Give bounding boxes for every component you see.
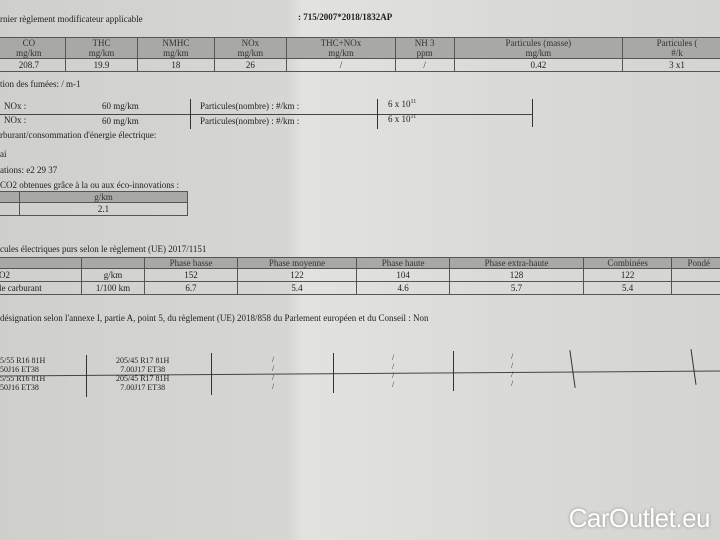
divider [86, 355, 87, 397]
cell [671, 268, 720, 282]
wltp-header-row: Phase basse Phase moyenne Phase haute Ph… [0, 257, 720, 269]
designation-text: désignation selon l'annexe I, partie A, … [0, 313, 429, 323]
co2-eco-value: 2.1 [19, 202, 188, 216]
row-label: le carburant [0, 281, 82, 295]
rde-nox-label: NOx : [4, 101, 27, 111]
value-thc-nox: / [286, 58, 396, 72]
divider [333, 353, 334, 393]
rde-nox-value-2: 60 mg/km [102, 116, 139, 126]
dash-marks: / / / / [392, 353, 395, 389]
col-combined: Combinées [582, 257, 673, 269]
header-regulation-number: : 715/2007*2018/1832AP [298, 12, 393, 22]
divider [569, 350, 576, 388]
wltp-table: Phase basse Phase moyenne Phase haute Ph… [0, 257, 720, 295]
rim-size: 50J16 ET38 [0, 365, 39, 374]
rde-particles-value: 6 x 1011 [388, 99, 417, 109]
divider [690, 349, 697, 385]
tyre-size: 5/55 R16 81H [0, 374, 46, 383]
rim-size: 7.00J17 ET38 [120, 383, 166, 392]
cell: 5.7 [449, 281, 584, 295]
col-nmhc: NMHC mg/km [137, 37, 215, 59]
rde-nox-value: 60 mg/km [102, 101, 139, 111]
value-nox: 26 [213, 58, 288, 72]
divider [190, 99, 191, 129]
col-unit [81, 257, 145, 269]
value-thc: 19.9 [64, 58, 139, 72]
fuel-heading: rburant/consommation d'énergie électriqu… [0, 130, 157, 140]
divider [453, 351, 454, 391]
cell: 4.6 [356, 281, 451, 295]
tyre-size: 205/45 R17 81H [116, 374, 170, 383]
value-particle-mass: 0.42 [453, 58, 624, 72]
rim-size: 7.00J17 ET38 [120, 365, 166, 374]
col-thc: THC mg/km [64, 37, 139, 59]
col-particle-number: Particules (#/k [622, 37, 720, 59]
tyre-size: 205/45 R17 81H [116, 356, 170, 365]
co2-eco-heading: CO2 obtenues grâce à la ou aux éco-innov… [0, 180, 179, 190]
watermark-logo: CarOutlet.eu [568, 503, 711, 533]
cell: 1/100 km [81, 281, 145, 295]
tyre-size: 5/55 R16 81H [0, 356, 46, 365]
col-phase-high: Phase haute [356, 257, 451, 269]
divider [0, 370, 720, 377]
emissions-header-row: CO mg/km THC mg/km NMHC mg/km NOx mg/km THC+… [0, 37, 720, 59]
col-nox: NOx mg/km [213, 37, 288, 59]
header-regulation-label: rnier règlement modificateur applicable [0, 14, 143, 24]
tyre-col-1: 5/55 R16 81H 50J16 ET38 5/55 R16 81H 50J… [0, 356, 45, 392]
emissions-value-row: 208.7 19.9 18 26 / / 0.42 3 x1 [0, 58, 720, 72]
wltp-heading: cules électriques purs selon le règlemen… [0, 244, 207, 254]
co2-eco-unit: g/km [19, 191, 188, 203]
col-weighted: Pondé [671, 257, 720, 269]
col-phase-low: Phase basse [144, 257, 238, 269]
rde-particles-value-2: 6 x 1011 [388, 114, 417, 124]
smoke-opacity: tion des fumées: / m-1 [0, 79, 81, 89]
cell: 104 [356, 268, 451, 282]
cell: 6.7 [144, 281, 238, 295]
cell: 5.4 [236, 281, 358, 295]
col-thc-nox: THC+NOx mg/km [286, 37, 396, 59]
col-co: CO mg/km [0, 37, 66, 59]
rde-nox-label-2: NOx : [4, 115, 27, 125]
cell: 5.4 [582, 281, 673, 295]
emissions-table: CO mg/km THC mg/km NMHC mg/km NOx mg/km THC+… [0, 37, 720, 72]
dash-marks: / / / / [272, 355, 275, 391]
value-co: 208.7 [0, 58, 66, 72]
wltp-row-co2: O2 g/km 152 122 104 128 122 [0, 268, 720, 282]
divider [211, 353, 212, 395]
divider [0, 114, 532, 115]
eco-innovation-code: ations: e2 29 37 [0, 165, 58, 175]
dash-marks: / / / / [511, 352, 514, 388]
col-nh3: NH 3 ppm [394, 37, 455, 59]
rim-size: 50J16 ET38 [0, 383, 39, 392]
value-nmhc: 18 [137, 58, 215, 72]
col-blank [0, 257, 82, 269]
cell: 152 [144, 268, 238, 282]
cell: g/km [81, 268, 145, 282]
row-label: O2 [0, 268, 82, 282]
divider [377, 99, 378, 129]
value-particle-number: 3 x1 [622, 58, 720, 72]
cell: 122 [236, 268, 358, 282]
value-nh3: / [394, 58, 455, 72]
cell [671, 281, 720, 295]
cell: 128 [449, 268, 584, 282]
rde-particles-label-2: Particules(nombre) : #/km : [200, 116, 300, 126]
rde-particles-label: Particules(nombre) : #/km : [200, 101, 300, 111]
col-phase-extra-high: Phase extra-haute [449, 257, 584, 269]
col-phase-medium: Phase moyenne [236, 257, 358, 269]
col-particle-mass: Particules (masse) mg/km [453, 37, 624, 59]
text-line: ai [0, 149, 7, 159]
divider [532, 99, 533, 127]
cell: 122 [582, 268, 673, 282]
co2-eco-table: g/km 2.1 [0, 191, 188, 216]
wltp-row-fuel: le carburant 1/100 km 6.7 5.4 4.6 5.7 5.… [0, 281, 720, 295]
tyre-col-2: 205/45 R17 81H 7.00J17 ET38 205/45 R17 8… [116, 356, 169, 392]
